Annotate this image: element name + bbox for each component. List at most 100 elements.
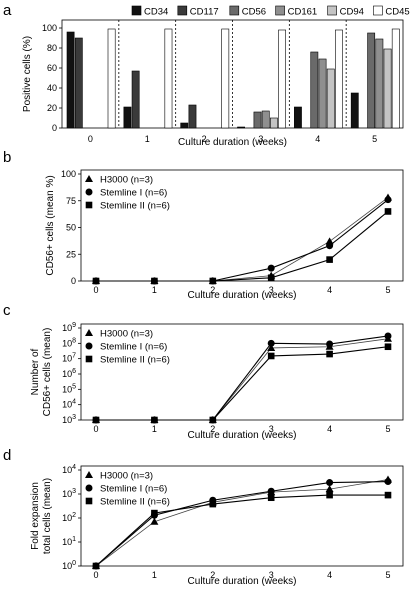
y-tick-label: 60	[47, 63, 57, 73]
data-point-square	[151, 277, 158, 285]
legend-marker-circle	[85, 188, 93, 196]
y-tick-label: 102	[62, 512, 76, 523]
x-tick-label: 0	[93, 570, 98, 580]
legend-label: Stemline I (n=6)	[100, 484, 167, 495]
x-tick-label: 2	[210, 424, 215, 434]
legend-label: CD56	[242, 7, 266, 18]
panel-label: d	[3, 447, 11, 464]
y-tick-label: 100	[42, 23, 57, 33]
data-point-square	[267, 494, 275, 502]
y-axis-label: CD56+ cells (mean %)	[45, 175, 56, 275]
series-line	[96, 346, 389, 421]
data-point-square	[209, 277, 217, 285]
bar-cd117	[74, 37, 83, 129]
bar-cd34	[123, 106, 132, 129]
x-axis-label: Culture duration (weeks)	[188, 430, 297, 441]
legend-label: Stemline I (n=6)	[100, 188, 167, 199]
panel-label: a	[3, 2, 12, 19]
y-tick-label: 20	[47, 103, 57, 113]
bar-cd94	[269, 117, 278, 129]
bar-cd117	[188, 104, 197, 129]
data-point-circle	[384, 332, 392, 340]
y-tick-label: 105	[62, 383, 76, 394]
y-tick-label: 101	[62, 536, 76, 547]
bar-cd117	[131, 70, 140, 129]
legend-marker-square	[85, 497, 93, 505]
data-point-square	[267, 352, 275, 360]
bar-cd94	[383, 48, 392, 129]
series-line	[95, 481, 389, 567]
data-point-circle	[326, 340, 334, 348]
data-point-circle	[267, 339, 275, 347]
plot-frame	[80, 323, 404, 421]
bar-cd34	[180, 122, 189, 129]
data-point-square	[209, 500, 217, 508]
x-tick-label: 1	[145, 134, 150, 144]
legend-label: CD161	[288, 7, 318, 18]
data-point-square	[267, 274, 275, 282]
x-tick-label: 0	[93, 424, 98, 434]
bar-cd45	[278, 29, 286, 129]
legend-swatch	[177, 5, 188, 16]
y-tick-label: 50	[66, 223, 76, 233]
legend-label: CD94	[340, 7, 364, 18]
data-point-square	[92, 416, 100, 424]
y-tick-label: 106	[62, 368, 76, 379]
x-axis-label: Culture duration (weeks)	[188, 290, 297, 301]
legend-marker-circle	[85, 342, 93, 350]
bar-cd161	[375, 38, 384, 129]
data-point-circle	[267, 264, 275, 272]
bar-cd56	[253, 111, 262, 129]
legend-label: H3000 (n=3)	[100, 329, 153, 340]
x-tick-label: 4	[327, 424, 332, 434]
x-tick-label: 2	[210, 285, 215, 295]
data-point-circle	[326, 479, 334, 487]
y-axis-label: Fold expansiontotal cells (mean)	[30, 478, 53, 554]
x-tick-label: 0	[88, 134, 93, 144]
y-tick-label: 103	[62, 488, 76, 499]
bar-cd161	[261, 110, 270, 129]
data-point-triangle	[325, 237, 334, 245]
data-point-square	[92, 277, 100, 285]
x-tick-label: 5	[385, 570, 390, 580]
bar-cd45	[164, 28, 173, 129]
legend-marker-triangle	[85, 175, 93, 182]
legend-label: CD34	[144, 7, 168, 18]
x-axis-label: Culture duration (weeks)	[188, 576, 297, 587]
plot-frame	[80, 465, 404, 567]
series-line	[95, 479, 389, 567]
data-point-triangle	[267, 343, 276, 351]
legend-label: Stemline I (n=6)	[100, 342, 167, 353]
legend-swatch	[229, 5, 240, 16]
bar-cd56	[367, 32, 376, 129]
bar-cd45	[335, 29, 343, 129]
legend-label: CD45	[385, 7, 409, 18]
bar-cd34	[350, 92, 359, 129]
x-tick-label: 2	[210, 570, 215, 580]
y-tick-label: 108	[62, 337, 76, 348]
y-tick-label: 0	[71, 276, 76, 286]
x-tick-label: 3	[269, 570, 274, 580]
y-tick-label: 104	[62, 399, 76, 410]
y-tick-label: 104	[62, 464, 76, 475]
data-point-circle	[384, 196, 392, 204]
series-line	[95, 494, 388, 567]
bar-cd34	[237, 126, 245, 129]
bar-cd94	[326, 68, 335, 129]
legend-label: Stemline II (n=6)	[100, 201, 170, 212]
legend-swatch	[275, 5, 285, 16]
bar-cd34	[66, 31, 75, 129]
x-tick-label: 2	[202, 134, 207, 144]
y-tick-label: 100	[61, 169, 76, 179]
y-tick-label: 100	[62, 560, 76, 571]
y-axis-label: Positive cells (%)	[22, 36, 33, 112]
panel-label: c	[3, 302, 11, 319]
legend-marker-square	[85, 201, 93, 209]
bar-cd34	[294, 106, 302, 129]
legend-marker-triangle	[85, 471, 93, 478]
bar-cd45	[391, 28, 400, 129]
x-tick-label: 5	[385, 285, 390, 295]
x-axis-label: Culture duration (weeks)	[178, 137, 287, 148]
data-point-circle	[267, 487, 275, 495]
